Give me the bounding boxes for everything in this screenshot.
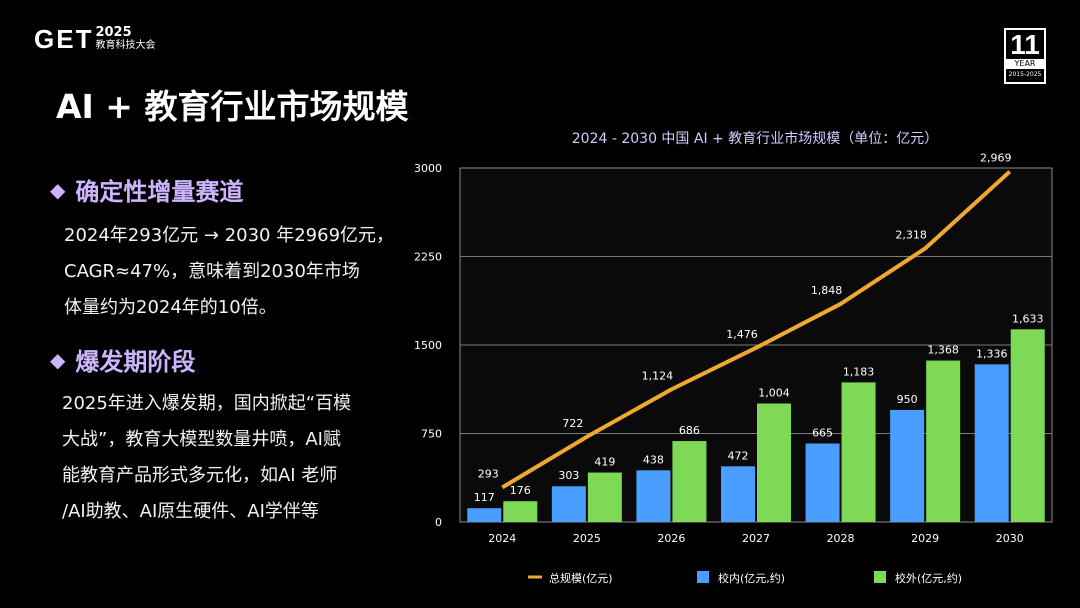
legend-off-school-label: 校外(亿元,约): [895, 571, 962, 585]
bar-value-label: 438: [643, 453, 664, 466]
y-tick-label: 3000: [414, 162, 442, 175]
legend-total-label: 总规模(亿元): [549, 571, 613, 585]
bar-value-label: 1,336: [976, 347, 1008, 360]
body-line: 2025年进入爆发期，国内掀起“百模: [62, 393, 352, 414]
total-value-label: 2,318: [895, 228, 927, 241]
chart-title: 2024 - 2030 中国 AI + 教育行业市场规模（单位：亿元）: [571, 131, 939, 147]
x-tick-label: 2030: [996, 532, 1024, 545]
legend-in-school-swatch: [697, 571, 709, 583]
diamond-icon: ◆: [50, 347, 66, 372]
section-body-1: 2024年293亿元 → 2030 年2969亿元， CAGR≈47%，意味着到…: [64, 218, 404, 326]
section-body-2: 2025年进入爆发期，国内掀起“百模 大战”，教育大模型数量井喷，AI赋 能教育…: [62, 386, 402, 530]
total-value-label: 1,848: [811, 284, 843, 297]
badge-range: 2015-2025: [1008, 71, 1042, 78]
page-title: AI + 教育行业市场规模: [56, 87, 409, 126]
body-line: 能教育产品形式多元化，如AI 老师: [62, 465, 338, 486]
badge-label: YEAR: [1006, 59, 1044, 69]
bar-off-school: [587, 472, 622, 522]
x-tick-label: 2025: [573, 532, 601, 545]
bar-in-school: [467, 508, 502, 522]
logo-subtitle: 教育科技大会: [95, 40, 156, 51]
bar-value-label: 419: [594, 456, 615, 469]
y-tick-label: 750: [421, 428, 442, 441]
total-value-label: 1,124: [642, 369, 674, 382]
bar-value-label: 686: [679, 424, 700, 437]
bar-off-school: [926, 360, 961, 522]
x-tick-label: 2026: [657, 532, 685, 545]
section-heading-text: 确定性增量赛道: [75, 178, 244, 206]
logo-mark: GET: [34, 24, 94, 54]
body-line: 体量约为2024年的10倍。: [64, 297, 277, 318]
bar-off-school: [672, 441, 707, 522]
bar-value-label: 303: [558, 469, 579, 482]
body-line: 大战”，教育大模型数量井喷，AI赋: [62, 429, 341, 450]
x-tick-label: 2024: [488, 532, 516, 545]
x-tick-label: 2028: [827, 532, 855, 545]
bar-off-school: [757, 403, 791, 522]
bar-in-school: [721, 466, 755, 522]
bar-value-label: 950: [897, 393, 918, 406]
logo-year: 2025: [95, 25, 132, 40]
total-value-label: 2,969: [980, 152, 1012, 165]
section-heading-text: 爆发期阶段: [75, 348, 196, 376]
legend-in-school-label: 校内(亿元,约): [718, 571, 785, 585]
bar-in-school: [805, 443, 840, 522]
y-tick-label: 1500: [414, 339, 442, 352]
total-line: [501, 170, 1012, 490]
badge-number: 11: [1010, 29, 1040, 60]
body-line: 2024年293亿元 → 2030 年2969亿元，: [64, 225, 395, 246]
bar-off-school: [1010, 329, 1045, 522]
y-tick-label: 2250: [414, 251, 442, 264]
bar-in-school: [551, 486, 586, 522]
x-tick-label: 2027: [742, 532, 770, 545]
bar-value-label: 1,183: [843, 365, 875, 378]
diamond-icon: ◆: [50, 177, 66, 202]
body-line: CAGR≈47%，意味着到2030年市场: [64, 261, 360, 282]
section-heading-2: ◆ 爆发期阶段: [50, 342, 195, 377]
anniversary-badge: 11 YEAR 2015-2025: [1004, 28, 1046, 84]
bar-value-label: 472: [728, 449, 749, 462]
bar-off-school: [503, 501, 538, 522]
section-heading-1: ◆ 确定性增量赛道: [50, 172, 243, 207]
conference-logo: GET 2025 教育科技大会: [34, 26, 155, 52]
bar-value-label: 1,004: [758, 387, 790, 400]
bar-in-school: [974, 364, 1009, 522]
bar-in-school: [636, 470, 671, 522]
bar-value-label: 176: [510, 484, 531, 497]
body-line: /AI助教、AI原生硬件、AI学伴等: [62, 501, 319, 522]
y-tick-label: 0: [435, 516, 442, 529]
legend-off-school-swatch: [874, 571, 886, 583]
total-value-label: 722: [562, 417, 583, 430]
bar-in-school: [890, 409, 925, 522]
total-value-label: 293: [478, 467, 499, 480]
x-tick-label: 2029: [911, 532, 939, 545]
bar-value-label: 1,633: [1012, 312, 1044, 325]
bar-value-label: 117: [474, 491, 495, 504]
bar-value-label: 1,368: [927, 344, 959, 357]
bar-value-label: 665: [812, 427, 833, 440]
bar-off-school: [841, 382, 876, 522]
total-value-label: 1,476: [726, 328, 758, 341]
